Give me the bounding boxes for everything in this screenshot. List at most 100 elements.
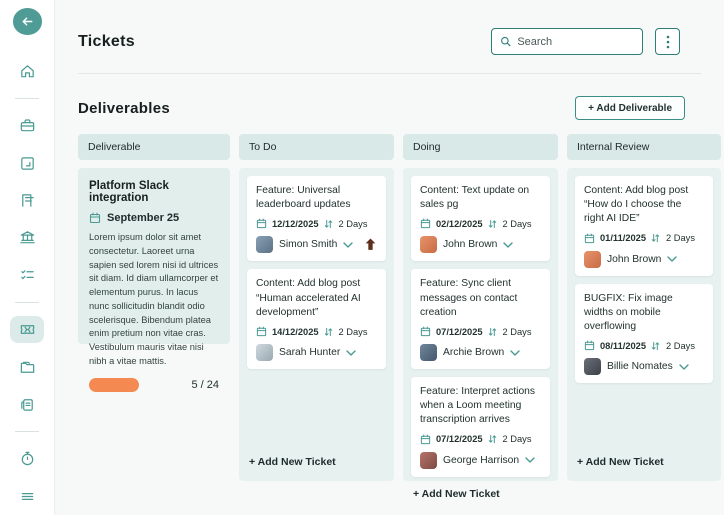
ticket-card[interactable]: Content: Add blog post “How do I choose … xyxy=(575,176,713,276)
section-header: Deliverables + Add Deliverable xyxy=(78,96,724,120)
swap-arrows-icon xyxy=(651,234,660,243)
ticket-date: 08/11/2025 xyxy=(600,340,647,351)
sidebar-item-folder[interactable] xyxy=(10,353,44,380)
progress-bar xyxy=(89,377,139,392)
assignee-name: John Brown xyxy=(443,239,498,251)
kanban-board: Deliverable Platform Slack integration S… xyxy=(78,134,724,500)
briefcase-icon xyxy=(20,119,34,132)
avatar xyxy=(420,344,437,362)
chevron-down-icon[interactable] xyxy=(503,242,514,248)
column-label: Internal Review xyxy=(577,141,650,153)
ticket-card[interactable]: Content: Add blog post “Human accelerate… xyxy=(247,269,386,370)
column-label: Deliverable xyxy=(88,141,141,153)
documents-icon xyxy=(20,399,33,411)
kebab-menu-button[interactable] xyxy=(655,28,680,55)
priority-up-icon xyxy=(365,238,376,251)
folder-icon xyxy=(20,361,34,373)
sidebar-divider xyxy=(15,97,39,99)
add-deliverable-button[interactable]: + Add Deliverable xyxy=(575,96,685,120)
ticket-title: BUGFIX: Fix image widths on mobile overf… xyxy=(584,292,673,333)
search-input[interactable] xyxy=(517,35,634,48)
ticket-title: Content: Text update on sales pg xyxy=(420,185,530,211)
sidebar-item-home[interactable] xyxy=(10,58,44,85)
ticket-duration: 2 Days xyxy=(338,326,368,337)
add-new-ticket-button[interactable]: + Add New Ticket xyxy=(567,445,721,481)
ticket-duration: 2 Days xyxy=(338,218,368,229)
search-box[interactable] xyxy=(491,28,643,55)
assignee-name: Sarah Hunter xyxy=(279,347,341,359)
ticket-duration: 2 Days xyxy=(502,326,532,337)
ticket-duration: 2 Days xyxy=(666,340,695,351)
column-body-internal-review: Content: Add blog post “How do I choose … xyxy=(567,168,721,481)
ticket-title: Feature: Interpret actions when a Loom m… xyxy=(420,386,536,426)
deliverable-title: Platform Slack integration xyxy=(89,180,169,204)
calendar-icon xyxy=(584,233,595,243)
add-new-ticket-button[interactable]: + Add New Ticket xyxy=(239,445,394,481)
assignee-name: John Brown xyxy=(607,253,662,265)
ticket-date: 02/12/2025 xyxy=(436,218,483,229)
sidebar-item-bookmark[interactable] xyxy=(10,149,44,176)
avatar xyxy=(420,451,437,469)
sidebar-divider xyxy=(15,301,39,303)
sidebar-item-bank[interactable] xyxy=(10,224,44,251)
ticket-card[interactable]: Feature: Interpret actions when a Loom m… xyxy=(411,377,550,477)
assignee-name: Simon Smith xyxy=(279,239,338,251)
sidebar xyxy=(0,0,55,515)
column-header-todo: To Do xyxy=(239,134,394,160)
sidebar-item-briefcase[interactable] xyxy=(10,112,44,139)
home-icon xyxy=(20,64,34,78)
calendar-icon xyxy=(420,326,431,337)
chevron-down-icon[interactable] xyxy=(679,364,689,370)
avatar xyxy=(420,236,437,254)
deliverable-date: September 25 xyxy=(107,212,180,224)
sidebar-item-report[interactable] xyxy=(10,187,44,214)
sidebar-item-documents[interactable] xyxy=(10,391,44,418)
report-icon xyxy=(21,194,34,207)
sidebar-item-timer[interactable] xyxy=(10,445,44,472)
calendar-icon xyxy=(256,326,267,337)
progress-count: 5 / 24 xyxy=(191,378,219,391)
ticket-card[interactable]: Feature: Sync client messages on contact… xyxy=(411,269,550,370)
sidebar-divider xyxy=(15,431,39,433)
assignee-name: Archie Brown xyxy=(443,347,505,359)
chevron-down-icon[interactable] xyxy=(525,457,535,463)
assignee-name: Billie Nomates xyxy=(607,361,673,373)
page-title: Tickets xyxy=(78,32,135,50)
deliverable-card[interactable]: Platform Slack integration September 25 … xyxy=(78,168,230,392)
avatar xyxy=(256,236,273,254)
arrow-left-icon xyxy=(22,17,32,26)
calendar-icon xyxy=(420,219,431,229)
swap-arrows-icon xyxy=(488,435,496,444)
sidebar-item-menu[interactable] xyxy=(10,483,44,510)
ticket-duration: 2 Days xyxy=(502,218,532,229)
chevron-down-icon[interactable] xyxy=(667,256,678,262)
chevron-down-icon[interactable] xyxy=(343,242,354,248)
ticket-card[interactable]: Content: Text update on sales pg 02/12/2… xyxy=(411,176,550,262)
ticket-card[interactable]: BUGFIX: Fix image widths on mobile overf… xyxy=(575,283,713,384)
chevron-down-icon[interactable] xyxy=(510,349,520,356)
column-header-internal-review: Internal Review xyxy=(567,134,721,160)
bookmark-icon xyxy=(20,156,34,170)
ticket-date: 07/12/2025 xyxy=(436,326,483,337)
topbar: Tickets xyxy=(78,28,724,55)
menu-icon xyxy=(21,492,33,500)
add-new-ticket-button[interactable]: + Add New Ticket xyxy=(403,477,558,513)
column-label: To Do xyxy=(249,141,277,153)
sidebar-item-tasks[interactable] xyxy=(10,262,44,289)
swap-arrows-icon xyxy=(488,327,496,336)
section-title: Deliverables xyxy=(78,99,170,117)
sidebar-item-tickets[interactable] xyxy=(10,315,44,344)
swap-arrows-icon xyxy=(651,341,660,350)
calendar-icon xyxy=(89,212,101,224)
ticket-card[interactable]: Feature: Universal leaderboard updates 1… xyxy=(247,176,386,262)
assignee-name: George Harrison xyxy=(443,454,520,466)
column-label: Doing xyxy=(413,141,441,153)
chevron-down-icon[interactable] xyxy=(346,349,356,356)
ticket-title: Content: Add blog post “How do I choose … xyxy=(584,185,689,225)
back-button[interactable] xyxy=(12,8,42,35)
tickets-icon xyxy=(20,325,34,335)
ticket-title: Feature: Universal leaderboard updates xyxy=(256,185,351,211)
ticket-duration: 2 Days xyxy=(502,434,532,445)
avatar xyxy=(584,250,601,268)
